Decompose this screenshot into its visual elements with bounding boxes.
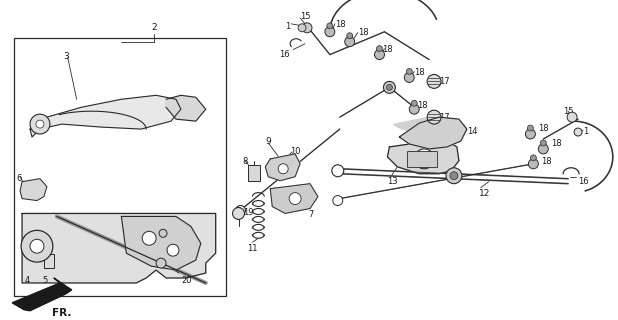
Circle shape [159,229,167,237]
Circle shape [386,84,392,90]
Circle shape [332,165,344,177]
Text: 15: 15 [563,107,574,116]
Circle shape [404,72,414,83]
Circle shape [325,27,335,37]
Text: 14: 14 [467,127,477,136]
Text: 18: 18 [551,139,562,148]
Circle shape [278,164,288,174]
Text: 11: 11 [247,244,258,253]
Circle shape [30,239,44,253]
Polygon shape [166,95,206,121]
Text: 13: 13 [387,177,398,186]
Circle shape [298,24,306,32]
Circle shape [538,144,548,154]
Text: 9: 9 [265,137,271,146]
Text: 1: 1 [583,127,588,136]
Polygon shape [387,139,459,174]
Polygon shape [394,117,465,133]
Text: 19: 19 [243,209,254,218]
Text: 2: 2 [151,23,157,32]
Circle shape [427,75,441,88]
Circle shape [376,46,383,52]
Bar [407,151,437,167]
Circle shape [409,104,419,114]
Circle shape [345,37,355,47]
Text: 20: 20 [181,276,192,285]
Circle shape [427,110,441,124]
Text: 8: 8 [242,157,248,166]
Circle shape [527,125,533,131]
Polygon shape [270,184,318,213]
Text: 7: 7 [308,211,313,220]
Circle shape [347,33,353,39]
Text: 6: 6 [16,174,22,183]
Circle shape [528,159,538,169]
Circle shape [375,50,384,60]
Bar [14,38,226,296]
Text: 1: 1 [285,22,290,31]
Bar [248,165,260,181]
Text: 5: 5 [42,276,47,285]
Circle shape [327,23,333,29]
Circle shape [333,196,343,205]
Circle shape [142,231,156,245]
Circle shape [383,81,396,93]
Text: 17: 17 [439,77,450,86]
Circle shape [232,207,245,220]
Circle shape [167,244,179,256]
Circle shape [406,68,412,75]
Circle shape [446,168,462,184]
Circle shape [289,193,301,204]
Circle shape [540,140,546,146]
Circle shape [567,112,577,122]
Text: 16: 16 [279,50,290,59]
Text: 18: 18 [541,157,552,166]
Text: 17: 17 [439,113,450,122]
Text: 18: 18 [383,45,393,54]
Circle shape [450,172,458,180]
Text: 15: 15 [300,12,311,21]
Text: 18: 18 [417,101,428,110]
Text: 18: 18 [538,124,549,133]
Text: 18: 18 [358,28,368,37]
Circle shape [30,114,50,134]
Text: 18: 18 [414,68,425,76]
Text: 16: 16 [578,177,589,186]
Circle shape [235,205,245,215]
Circle shape [21,230,53,262]
Circle shape [302,23,312,33]
Polygon shape [22,213,216,283]
Polygon shape [20,179,47,201]
Polygon shape [399,117,467,149]
Text: 3: 3 [64,52,70,60]
Polygon shape [265,154,300,181]
Polygon shape [12,278,72,311]
Circle shape [36,120,44,128]
Text: 4: 4 [25,276,30,285]
Text: 12: 12 [479,188,490,198]
Text: 18: 18 [335,20,345,29]
Text: 10: 10 [290,147,300,156]
Polygon shape [30,95,181,137]
Circle shape [530,155,536,161]
Polygon shape [121,216,201,270]
Text: FR.: FR. [52,308,71,318]
Circle shape [156,258,166,268]
Circle shape [414,149,434,169]
Circle shape [411,100,417,106]
Bar [44,254,54,268]
Circle shape [525,129,535,139]
Circle shape [574,128,582,136]
